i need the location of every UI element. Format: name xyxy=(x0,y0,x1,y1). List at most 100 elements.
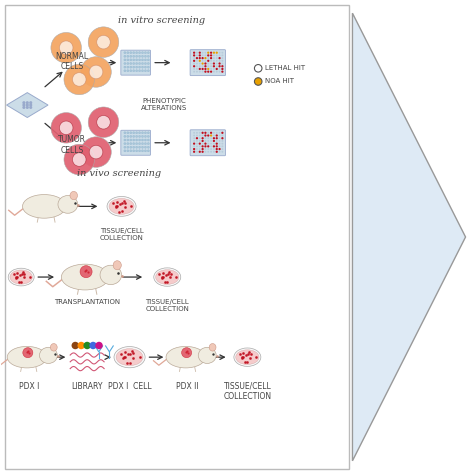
Circle shape xyxy=(210,57,212,59)
Circle shape xyxy=(23,347,33,358)
Circle shape xyxy=(199,68,201,70)
Circle shape xyxy=(51,112,82,143)
Circle shape xyxy=(136,146,137,148)
Circle shape xyxy=(207,52,210,54)
Polygon shape xyxy=(7,92,48,118)
Circle shape xyxy=(133,55,135,57)
Ellipse shape xyxy=(116,349,143,365)
Circle shape xyxy=(29,106,32,109)
Circle shape xyxy=(213,65,215,67)
Ellipse shape xyxy=(58,196,78,213)
Circle shape xyxy=(201,65,203,67)
Circle shape xyxy=(124,63,126,64)
Circle shape xyxy=(221,151,223,153)
Circle shape xyxy=(147,132,149,134)
Circle shape xyxy=(145,70,146,72)
Circle shape xyxy=(80,265,92,278)
Circle shape xyxy=(196,52,198,54)
Circle shape xyxy=(130,139,132,141)
Circle shape xyxy=(133,66,135,68)
Circle shape xyxy=(201,140,204,142)
Circle shape xyxy=(196,63,198,64)
Circle shape xyxy=(255,64,262,72)
Circle shape xyxy=(145,63,146,64)
Circle shape xyxy=(213,68,215,70)
Circle shape xyxy=(255,78,262,85)
Circle shape xyxy=(182,347,191,358)
Circle shape xyxy=(221,52,223,54)
Circle shape xyxy=(201,143,203,145)
Circle shape xyxy=(64,64,94,95)
Ellipse shape xyxy=(7,346,46,368)
Circle shape xyxy=(204,52,206,54)
Circle shape xyxy=(204,145,207,147)
Circle shape xyxy=(210,135,212,137)
Circle shape xyxy=(213,60,215,62)
Circle shape xyxy=(136,132,137,134)
Circle shape xyxy=(196,137,198,139)
Circle shape xyxy=(204,140,206,142)
Circle shape xyxy=(124,150,126,152)
Circle shape xyxy=(210,137,212,139)
Circle shape xyxy=(127,139,129,141)
Circle shape xyxy=(124,55,126,57)
Circle shape xyxy=(145,52,146,54)
Circle shape xyxy=(216,57,218,59)
Circle shape xyxy=(216,137,218,139)
Circle shape xyxy=(210,148,212,150)
Text: TRANSPLANTATION: TRANSPLANTATION xyxy=(54,299,120,305)
Circle shape xyxy=(141,150,144,152)
Circle shape xyxy=(196,143,198,145)
Circle shape xyxy=(213,52,215,54)
Text: PHENOTYPIC
ALTERATIONS: PHENOTYPIC ALTERATIONS xyxy=(141,98,187,110)
Circle shape xyxy=(221,71,224,73)
Circle shape xyxy=(127,55,129,57)
Circle shape xyxy=(133,63,135,64)
Circle shape xyxy=(219,135,220,137)
Text: in vitro screening: in vitro screening xyxy=(118,16,205,25)
Circle shape xyxy=(204,151,206,153)
Ellipse shape xyxy=(50,344,57,351)
Circle shape xyxy=(127,70,129,72)
Circle shape xyxy=(207,145,210,147)
Ellipse shape xyxy=(154,268,181,286)
Circle shape xyxy=(136,63,137,64)
Circle shape xyxy=(136,70,137,72)
Circle shape xyxy=(196,60,198,62)
Ellipse shape xyxy=(209,344,216,351)
Circle shape xyxy=(216,68,218,70)
Circle shape xyxy=(141,59,144,61)
Circle shape xyxy=(210,143,212,145)
Circle shape xyxy=(145,136,146,137)
Ellipse shape xyxy=(100,265,121,284)
Circle shape xyxy=(196,140,198,142)
Ellipse shape xyxy=(234,348,261,366)
Text: PDX I  CELL: PDX I CELL xyxy=(108,382,151,391)
Circle shape xyxy=(204,63,207,64)
Circle shape xyxy=(138,139,141,141)
Circle shape xyxy=(213,143,215,145)
Circle shape xyxy=(141,143,144,145)
Circle shape xyxy=(207,57,209,59)
Circle shape xyxy=(141,136,144,137)
Circle shape xyxy=(127,150,129,152)
Circle shape xyxy=(193,52,195,54)
Circle shape xyxy=(221,135,223,137)
Text: in vivo screening: in vivo screening xyxy=(77,169,161,178)
Circle shape xyxy=(127,52,129,54)
Text: TISSUE/CELL
COLLECTION: TISSUE/CELL COLLECTION xyxy=(223,382,272,401)
Circle shape xyxy=(201,55,203,56)
Circle shape xyxy=(207,140,209,142)
Circle shape xyxy=(221,143,223,145)
Circle shape xyxy=(201,63,204,64)
FancyBboxPatch shape xyxy=(190,50,226,76)
Circle shape xyxy=(221,137,224,139)
Circle shape xyxy=(88,107,119,137)
Circle shape xyxy=(219,148,221,150)
Circle shape xyxy=(138,132,141,134)
Circle shape xyxy=(216,52,218,54)
Circle shape xyxy=(136,136,137,137)
Circle shape xyxy=(130,59,132,61)
Circle shape xyxy=(207,132,209,134)
Circle shape xyxy=(201,132,204,134)
